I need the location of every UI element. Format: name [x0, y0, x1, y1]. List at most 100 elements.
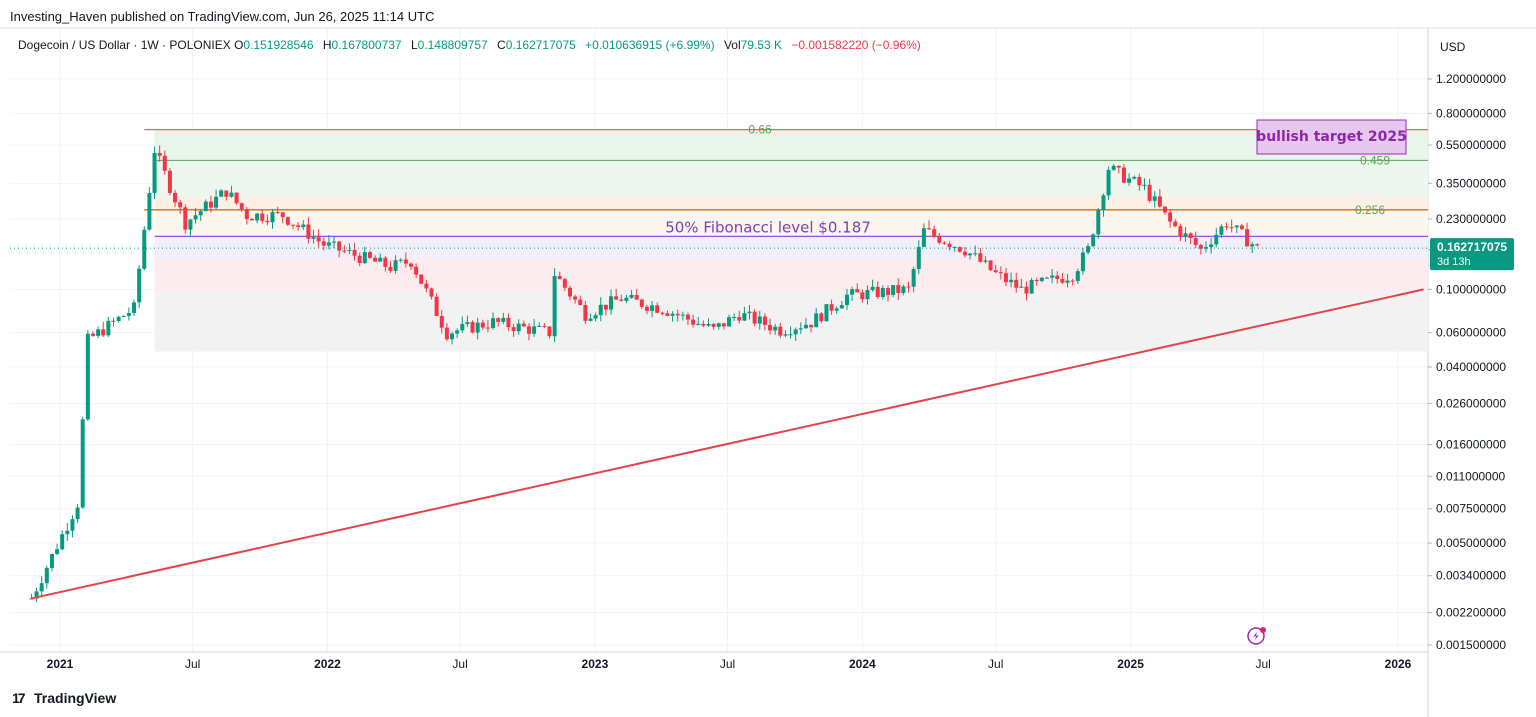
candle-body: [1065, 280, 1070, 283]
high-value: 0.167800737: [331, 38, 402, 52]
y-tick-label: 0.001500000: [1436, 638, 1506, 652]
x-tick-label: Jul: [452, 657, 467, 671]
x-tick-label: 2023: [582, 657, 609, 671]
candle-body: [1003, 273, 1008, 283]
fib-label-0-66: 0.66: [748, 123, 772, 137]
candle-body: [886, 288, 891, 295]
y-tick-label: 0.016000000: [1436, 438, 1506, 452]
candle-body: [968, 253, 973, 256]
candle-body: [44, 567, 49, 584]
candle-body: [1250, 244, 1255, 247]
high-label: H: [322, 38, 332, 52]
candle-body: [29, 598, 34, 600]
candle-body: [809, 324, 814, 328]
candle-body: [911, 269, 916, 287]
close-value: 0.162717075: [505, 38, 576, 52]
candle-body: [957, 247, 962, 252]
candle-body: [347, 249, 352, 251]
sparkle-icon[interactable]: [1247, 627, 1266, 645]
candle-body: [224, 190, 229, 197]
candle-body: [255, 213, 260, 221]
target-box[interactable]: [1256, 119, 1407, 155]
candle-body: [132, 302, 137, 314]
volume-change: −0.001582220 (−0.96%): [791, 38, 921, 52]
candle-body: [1255, 244, 1260, 246]
currency-selector[interactable]: USD: [1440, 40, 1466, 54]
symbol-name[interactable]: Dogecoin / US Dollar · 1W · POLONIEX: [18, 38, 231, 52]
candle-body: [1106, 169, 1111, 196]
fib-zone: [154, 257, 1428, 292]
candle-body: [901, 286, 906, 293]
candle-body: [419, 274, 424, 284]
candle-body: [619, 299, 624, 301]
candle-body: [373, 257, 378, 262]
candle-body: [244, 209, 249, 220]
candle-body: [470, 322, 475, 333]
candle-body: [229, 192, 234, 197]
candle-body: [711, 324, 716, 327]
candle-body: [90, 333, 95, 336]
x-tick-label: 2024: [849, 657, 876, 671]
candle-body: [562, 279, 567, 288]
candle-body: [573, 296, 578, 300]
support-trendline[interactable]: [31, 288, 1424, 600]
candle-body: [1014, 279, 1019, 288]
sparkle-dot: [1260, 627, 1266, 633]
candle-body: [116, 316, 121, 322]
candle-body: [1132, 176, 1137, 179]
candle-body: [342, 250, 347, 252]
candle-body: [1224, 226, 1229, 228]
candle-body: [352, 249, 357, 256]
candle-body: [511, 327, 516, 332]
candle-body: [1183, 233, 1188, 237]
candle-body: [455, 330, 460, 334]
candle-body: [506, 317, 511, 328]
tradingview-brand[interactable]: 17 TradingView: [12, 690, 116, 706]
candle-body: [265, 220, 270, 223]
candle-body: [593, 315, 598, 319]
candle-body: [270, 212, 275, 223]
candle-body: [332, 241, 337, 243]
candle-body: [716, 323, 721, 327]
candle-body: [408, 263, 413, 267]
candle-body: [978, 253, 983, 262]
fib-50-annotation[interactable]: 50% Fibonacci level $0.187: [665, 218, 871, 236]
x-tick-label: Jul: [988, 657, 1003, 671]
candle-body: [1198, 245, 1203, 249]
candle-body: [1029, 280, 1034, 294]
candle-body: [675, 313, 680, 316]
candle-body: [1055, 275, 1060, 279]
candle-body: [557, 276, 562, 280]
x-tick-label: Jul: [720, 657, 735, 671]
candle-body: [1152, 196, 1157, 201]
candle-body: [768, 325, 773, 331]
candle-body: [542, 325, 547, 327]
candle-body: [70, 519, 75, 531]
candle-body: [357, 255, 362, 264]
candle-body: [434, 296, 439, 316]
candle-body: [1070, 280, 1075, 282]
candle-body: [301, 224, 306, 228]
candle-body: [306, 224, 311, 239]
candle-body: [167, 170, 172, 193]
candle-body: [316, 237, 321, 242]
candle-body: [783, 334, 788, 336]
candle-body: [439, 315, 444, 328]
publisher-line: Investing_Haven published on TradingView…: [10, 9, 435, 24]
candle-body: [552, 276, 557, 337]
candle-body: [1239, 225, 1244, 230]
candle-body: [721, 323, 726, 327]
candle-body: [742, 313, 747, 321]
candle-body: [521, 323, 526, 327]
candle-body: [526, 326, 531, 334]
fib-zone: [154, 209, 1428, 237]
candle-body: [578, 299, 583, 305]
last-price-tag[interactable]: [1430, 238, 1514, 271]
candle-body: [773, 326, 778, 331]
candle-body: [921, 228, 926, 247]
candle-body: [747, 311, 752, 314]
y-tick-label: 0.003400000: [1436, 569, 1506, 583]
candle-body: [398, 259, 403, 261]
candle-body: [173, 192, 178, 203]
